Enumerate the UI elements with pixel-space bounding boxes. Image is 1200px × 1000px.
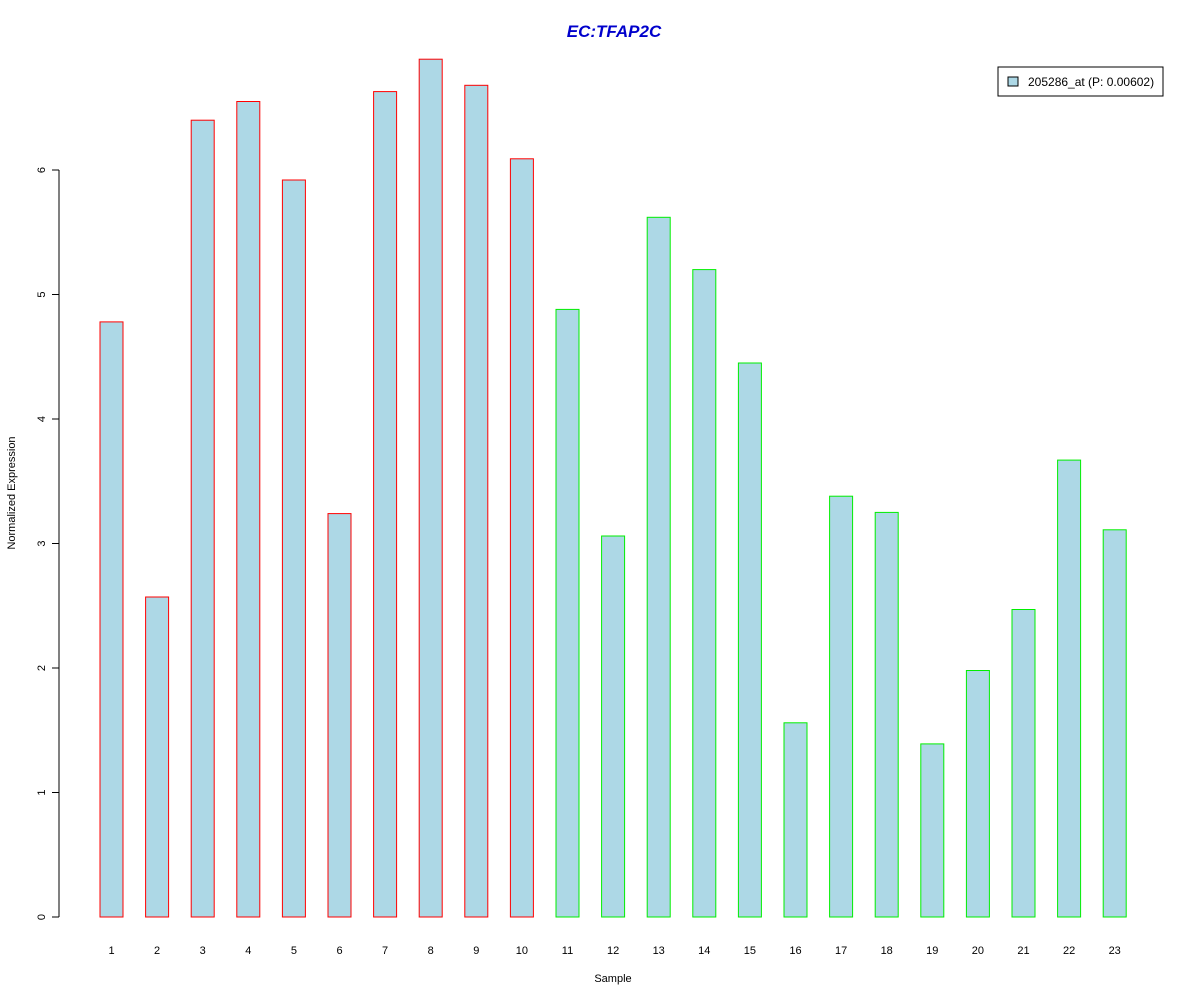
legend: 205286_at (P: 0.00602) — [997, 66, 1164, 97]
y-tick-label: 2 — [36, 665, 48, 671]
x-tick-label: 13 — [653, 945, 665, 957]
x-tick-label: 8 — [428, 945, 434, 957]
x-tick-label: 17 — [835, 945, 847, 957]
x-tick-label: 11 — [562, 945, 573, 957]
x-tick-label: 10 — [516, 945, 528, 957]
bar-sample-17 — [829, 495, 854, 918]
bar-sample-3 — [190, 119, 215, 918]
legend-label: 205286_at (P: 0.00602) — [1028, 75, 1154, 89]
y-axis: 0 1 2 3 4 5 6 — [36, 167, 60, 920]
x-tick-label: 3 — [200, 945, 206, 957]
bar-sample-5 — [281, 179, 306, 918]
y-tick-label: 5 — [36, 291, 48, 297]
x-tick-labels: 1 2 3 4 5 6 7 8 9 10 11 12 13 14 15 16 17 18 19 20 21 22 23 — [108, 945, 1120, 957]
bar-sample-18 — [874, 511, 899, 918]
legend-box — [997, 66, 1164, 97]
x-tick-label: 9 — [473, 945, 479, 957]
x-tick-label: 22 — [1063, 945, 1075, 957]
bar-sample-15 — [737, 362, 762, 918]
y-tick-label: 1 — [36, 789, 48, 795]
bar-sample-1 — [99, 321, 124, 918]
y-tick-label: 6 — [36, 167, 48, 173]
x-tick-label: 20 — [972, 945, 984, 957]
bar-sample-20 — [965, 670, 990, 918]
x-tick-label: 12 — [607, 945, 619, 957]
y-tick-label: 0 — [36, 914, 48, 920]
x-tick-label: 1 — [108, 945, 114, 957]
bar-sample-10 — [509, 158, 534, 918]
x-tick-label: 19 — [926, 945, 938, 957]
bar-sample-4 — [236, 101, 261, 918]
bar-sample-19 — [920, 743, 945, 918]
bar-sample-2 — [145, 596, 170, 918]
bar-sample-23 — [1102, 529, 1127, 918]
bar-sample-9 — [464, 84, 489, 918]
bar-sample-12 — [601, 535, 626, 918]
bar-sample-16 — [783, 722, 808, 918]
x-axis-label: Sample — [594, 973, 631, 985]
bar-sample-14 — [692, 269, 717, 918]
legend-swatch — [1007, 76, 1019, 87]
x-tick-label: 15 — [744, 945, 756, 957]
bar-sample-11 — [555, 308, 580, 918]
chart-title: EC:TFAP2C — [567, 22, 662, 41]
bar-sample-22 — [1057, 459, 1082, 918]
bar-sample-21 — [1011, 609, 1036, 918]
x-tick-label: 5 — [291, 945, 297, 957]
y-axis-label: Normalized Expression — [6, 436, 18, 549]
bars — [99, 58, 1127, 918]
bar-sample-6 — [327, 513, 352, 918]
x-tick-label: 16 — [789, 945, 801, 957]
x-tick-label: 18 — [881, 945, 893, 957]
x-tick-label: 23 — [1109, 945, 1121, 957]
x-tick-label: 6 — [336, 945, 342, 957]
x-tick-label: 21 — [1017, 945, 1029, 957]
x-tick-label: 14 — [698, 945, 710, 957]
y-tick-label: 3 — [36, 540, 48, 546]
x-tick-label: 4 — [245, 945, 251, 957]
bar-sample-8 — [418, 58, 443, 918]
x-tick-label: 7 — [382, 945, 388, 957]
bar-sample-13 — [646, 216, 671, 918]
y-tick-label: 4 — [36, 416, 48, 422]
x-tick-label: 2 — [154, 945, 160, 957]
bar-sample-7 — [373, 91, 398, 918]
